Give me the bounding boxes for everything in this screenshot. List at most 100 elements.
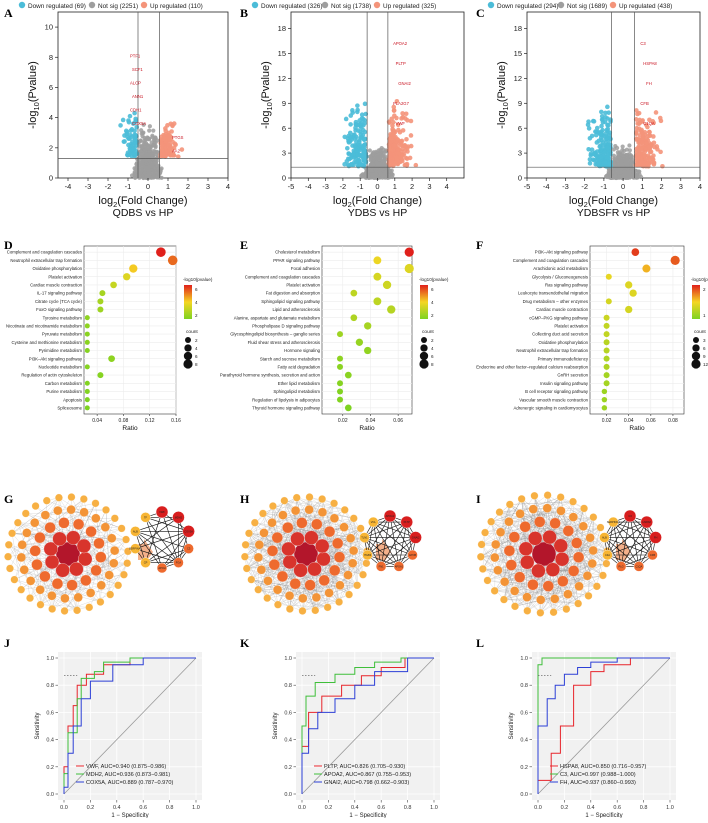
term-bubble: [85, 340, 90, 345]
network-node: [569, 513, 578, 522]
gene-label: CDH1: [130, 108, 142, 113]
x-tick-label: 0.6: [377, 805, 385, 811]
point-notsig: [148, 124, 152, 128]
term-label: Starch and sucrose metabolism: [260, 356, 321, 361]
size-legend-title: count: [422, 329, 434, 335]
y-axis-label: Sensitivity: [35, 712, 41, 739]
x-tick-label: -2: [340, 182, 347, 191]
y-tick-label: 18: [278, 24, 286, 33]
term-bubble: [99, 290, 105, 296]
term-label: Drug metabolism – other enzymes: [523, 299, 588, 304]
point-down: [599, 124, 604, 129]
network-node: [477, 553, 485, 561]
point-notsig: [626, 170, 630, 174]
x-tick-label: 0.2: [561, 805, 569, 811]
network-node: [543, 504, 552, 513]
network-node: [109, 559, 118, 568]
point-down: [599, 138, 604, 143]
legend-entry: Not sig (1738): [331, 3, 371, 10]
point-down: [355, 103, 360, 108]
network-node: [571, 537, 582, 548]
legend-dot: [89, 2, 95, 8]
x-tick-label: -1: [125, 182, 132, 191]
network-nodes: [241, 493, 371, 614]
network-node: [107, 534, 116, 543]
x-label-main: log: [333, 195, 348, 207]
term-label: Cysteine and methionine metabolism: [12, 340, 83, 345]
hub-gene-label: SERPINA1: [129, 547, 142, 551]
term-label: Regulation of lipolysis in adipocytes: [252, 397, 320, 402]
term-label: PPAR signaling pathway: [273, 258, 321, 263]
point-up: [169, 129, 174, 134]
roc-plot-k: 0.00.00.20.20.40.40.60.60.80.81.01.01 − …: [273, 652, 440, 818]
network-node: [4, 553, 12, 561]
point-down: [131, 147, 136, 152]
point-notsig: [375, 176, 379, 180]
y-tick-label: 6: [49, 83, 53, 92]
term-label: GnRH secretion: [557, 373, 588, 378]
x-tick-label: 0.02: [602, 418, 612, 424]
network-node: [580, 505, 588, 513]
size-legend-label: 3: [703, 338, 706, 343]
y-tick-label: 0.6: [46, 710, 54, 716]
term-bubble: [350, 290, 357, 297]
network-node: [5, 541, 13, 549]
x-tick-label: 2: [410, 182, 414, 191]
network-node: [48, 605, 56, 613]
point-up: [395, 137, 400, 142]
network-node: [286, 605, 294, 613]
term-bubble: [356, 339, 363, 346]
network-node: [293, 494, 301, 502]
x-tick-label: 0.4: [351, 805, 359, 811]
term-bubble: [642, 265, 650, 273]
term-label: PI3K–Akt signaling pathway: [535, 250, 589, 255]
y-label-rest: (Pvalue): [260, 61, 272, 102]
network-node: [500, 596, 508, 604]
term-bubble: [337, 380, 343, 386]
network-node: [329, 565, 340, 576]
legend-entry: VWF, AUC=0.940 (0.875−0.986): [86, 764, 166, 770]
y-tick-label: 0.6: [520, 710, 528, 716]
term-bubble: [604, 380, 610, 386]
colorbar-tick: 2: [195, 313, 198, 318]
term-label: Citrate cycle (TCA cycle): [35, 299, 83, 304]
term-label: Collecting duct acid secretion: [532, 332, 588, 337]
legend-dot: [19, 2, 25, 8]
hub-gene-label: TF: [144, 515, 148, 519]
legend-dot: [141, 2, 147, 8]
term-label: Nucleotide metabolism: [39, 364, 83, 369]
x-tick-label: -4: [65, 182, 72, 191]
y-tick-label: 6: [518, 124, 522, 133]
point-up: [647, 146, 652, 151]
term-bubble: [604, 372, 610, 378]
x-axis-label: Ratio: [629, 425, 645, 432]
point-up: [163, 126, 168, 131]
network-node: [31, 559, 42, 570]
network-node: [97, 598, 105, 606]
y-tick-label: 1.0: [520, 656, 528, 662]
point-notsig: [613, 157, 617, 161]
point-down: [348, 122, 353, 127]
x-tick-label: 1: [166, 182, 170, 191]
point-down: [118, 123, 123, 128]
point-up: [640, 141, 645, 146]
network-node: [106, 591, 114, 599]
panel-label-a: A: [4, 6, 13, 20]
x-tick-label: 4: [226, 182, 230, 191]
term-bubble: [97, 298, 103, 304]
plot-title: YDBSFR vs HP: [577, 207, 651, 219]
term-bubble: [350, 314, 357, 321]
plot-frame: [84, 246, 176, 414]
x-tick-label: 0.04: [366, 418, 376, 424]
network-nodes: [477, 491, 611, 616]
network-node: [68, 493, 76, 501]
y-tick-label: 18: [514, 24, 522, 33]
x-tick-label: 1.0: [430, 805, 438, 811]
x-tick-label: 2: [186, 182, 190, 191]
network-node: [110, 546, 119, 555]
network-node: [345, 591, 353, 599]
point-up: [391, 132, 396, 137]
point-down: [604, 131, 609, 136]
hub-gene-label: SERPING1: [607, 520, 621, 524]
term-label: Complement and coagulation cascades: [7, 250, 82, 255]
